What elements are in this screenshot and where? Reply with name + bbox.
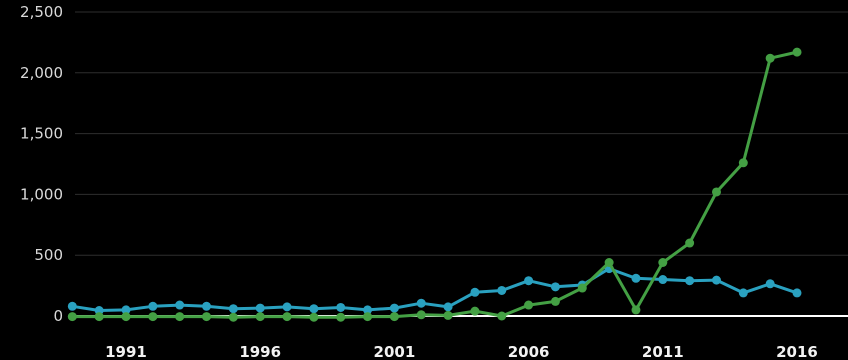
series-1-point-2012 [685, 276, 695, 286]
x-tick-label-2016: 2016 [776, 343, 818, 360]
series-1-point-1998 [309, 304, 319, 314]
series-2-point-2001 [389, 312, 399, 322]
series-2-point-2016 [792, 47, 802, 57]
series-2-point-1995 [228, 312, 238, 322]
series-1-point-2005 [497, 285, 507, 295]
series-1-point-2015 [765, 279, 775, 289]
series-1 [67, 264, 802, 316]
series-2-line [72, 50, 798, 319]
series-2-point-1994 [202, 312, 212, 322]
series-2-point-1993 [175, 312, 185, 322]
series-2-point-1997 [282, 312, 292, 322]
series-2-point-2012 [685, 238, 695, 248]
series-2-point-2013 [711, 187, 721, 197]
y-tick-label-2500: 2,500 [20, 3, 63, 21]
x-tick-label-2011: 2011 [642, 343, 684, 360]
x-tick-label-2001: 2001 [374, 343, 416, 360]
series-group [67, 47, 802, 322]
y-tick-label-1000: 1,000 [20, 185, 63, 203]
series-1-point-1999 [336, 302, 346, 312]
series-2-point-2002 [416, 310, 426, 320]
series-1-point-2011 [658, 275, 668, 285]
series-2-point-2004 [470, 306, 480, 316]
series-2-point-1991 [121, 312, 131, 322]
series-2-point-2011 [658, 257, 668, 267]
series-1-point-2000 [363, 305, 373, 315]
series-2-point-1996 [255, 312, 265, 322]
series-2-point-1992 [148, 312, 158, 322]
x-tick-label-2006: 2006 [508, 343, 550, 360]
series-1-point-2001 [389, 303, 399, 313]
series-2-point-2005 [497, 311, 507, 321]
series-2-point-1998 [309, 312, 319, 322]
series-2-point-2014 [738, 158, 748, 168]
series-1-point-1996 [255, 303, 265, 313]
series-2-point-1989 [67, 312, 77, 322]
y-tick-label-1500: 1,500 [20, 125, 63, 143]
x-tick-label-1991: 1991 [105, 343, 147, 360]
series-2-point-2000 [363, 312, 373, 322]
series-1-point-1994 [202, 301, 212, 311]
series-1-point-2013 [711, 275, 721, 285]
series-2-point-2003 [443, 310, 453, 320]
series-1-point-2002 [416, 298, 426, 308]
series-1-point-1993 [175, 300, 185, 310]
y-axis-tick-labels: 0 500 1,000 1,500 2,000 2,500 [20, 3, 63, 325]
series-2-point-2008 [577, 283, 587, 293]
series-1-point-2016 [792, 288, 802, 298]
series-2-point-2009 [604, 257, 614, 267]
series-2-point-2010 [631, 305, 641, 315]
series-1-point-1991 [121, 305, 131, 315]
series-1-point-1995 [228, 304, 238, 314]
series-2-point-2006 [524, 300, 534, 310]
x-axis-tick-labels: 1991 1996 2001 2006 2011 2016 [105, 343, 818, 360]
series-2-point-2007 [550, 296, 560, 306]
series-1-point-2007 [550, 282, 560, 292]
series-1-point-2004 [470, 287, 480, 297]
series-1-line [72, 267, 798, 312]
series-1-point-2006 [524, 276, 534, 286]
y-tick-label-0: 0 [53, 307, 63, 325]
y-tick-label-2000: 2,000 [20, 64, 63, 82]
y-tick-label-500: 500 [34, 246, 63, 264]
x-tick-label-1996: 1996 [239, 343, 281, 360]
series-2-point-1990 [94, 312, 104, 322]
series-2-point-2015 [765, 53, 775, 63]
series-1-point-2010 [631, 273, 641, 283]
series-1-point-1989 [67, 301, 77, 311]
series-1-point-1997 [282, 302, 292, 312]
series-1-point-2014 [738, 288, 748, 298]
grid-lines [75, 11, 848, 256]
series-2-point-1999 [336, 312, 346, 322]
series-1-point-2003 [443, 302, 453, 312]
series-1-point-1992 [148, 301, 158, 311]
series-2 [67, 47, 802, 322]
